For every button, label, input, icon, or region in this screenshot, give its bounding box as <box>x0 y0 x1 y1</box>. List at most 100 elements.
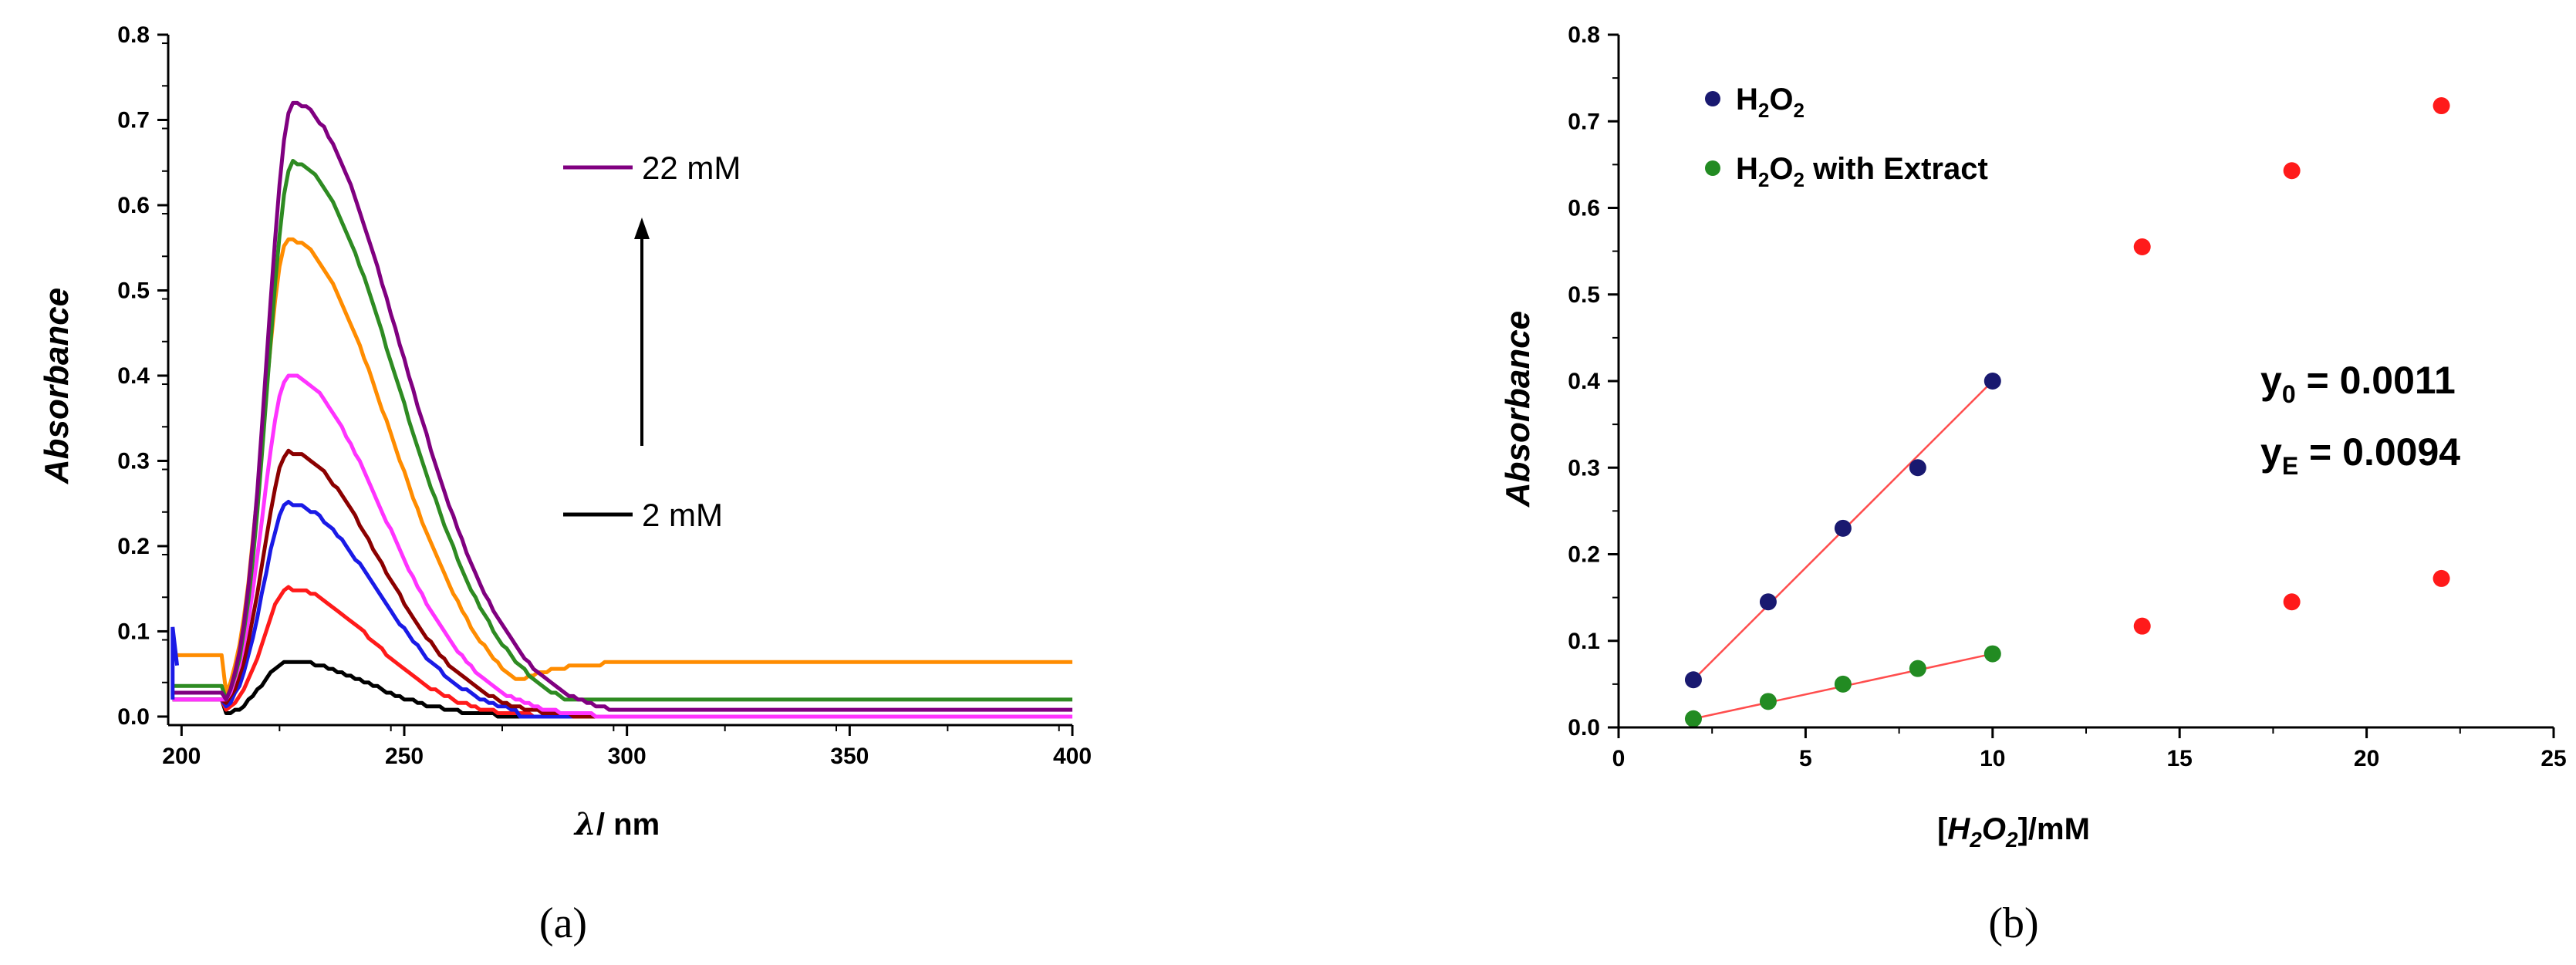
panel-a-xlabel-unit: / nm <box>596 808 660 842</box>
panel-b-xlabel-prefix: [ <box>1937 812 1947 846</box>
panel-a-ylabel: Absorbance <box>38 288 76 484</box>
panel-b-point-s0-1 <box>1759 593 1777 611</box>
legend-h2o2-sub1: 2 <box>1758 99 1769 122</box>
panel-b-point-s1-1 <box>1759 693 1777 710</box>
panel-a-y-tick-label: 0.7 <box>117 107 150 133</box>
panel-b-y-tick-label: 0.1 <box>1568 629 1600 654</box>
panel-b-y-tick-label: 0.6 <box>1568 196 1600 221</box>
legend-label-h2o2-extract: H2O2 with Extract <box>1736 152 1988 191</box>
fit-equation-yE: yE = 0.0094 <box>2260 430 2460 480</box>
panel-b-point-s1-3 <box>1909 660 1926 677</box>
panel-b-x-tick-label: 20 <box>2354 746 2379 771</box>
legend-extract-sub1: 2 <box>1758 168 1769 191</box>
panel-a-series-line-6 <box>172 159 1072 702</box>
panel-b-points <box>1684 97 2450 727</box>
panel-b-ylabel: Absorbance <box>1499 311 1537 508</box>
panel-b-x-tick-label: 10 <box>1980 746 2005 771</box>
legend-h2o2-sub2: 2 <box>1793 99 1804 122</box>
panel-b-point-s2-1 <box>2283 162 2301 180</box>
panel-b-point-s0-2 <box>1834 519 1852 537</box>
panel-b-axes: 0 5 10 15 20 250.00.10.20.30.40.50.60.70.8 <box>1568 22 2566 771</box>
panel-b-legend: H2O2 H2O2 with Extract <box>1705 83 1988 191</box>
fit-y0-main: y <box>2260 359 2282 402</box>
panel-a-x-tick-label: 300 <box>608 744 647 769</box>
panel-b-point-s0-3 <box>1909 459 1926 477</box>
panel-b-x-tick-label: 25 <box>2541 746 2566 771</box>
legend-marker-h2o2-extract <box>1705 160 1720 176</box>
panel-a-label: (a) <box>539 899 587 947</box>
panel-b-point-s1-2 <box>1834 675 1852 693</box>
panel-a-series-lines <box>170 100 1072 719</box>
legend-label-h2o2: H2O2 <box>1736 83 1805 122</box>
panel-b-point-s1-4 <box>1983 645 2001 663</box>
panel-a-x-tick-label: 250 <box>385 744 424 769</box>
panel-b-xlabel-suffix: ]/mM <box>2018 812 2090 846</box>
panel-a-axes: 200 250 300 350 400 0.0 0.1 0.2 0.3 0.4 0.5 0.6 0.7 0… <box>117 22 1092 769</box>
panel-b-xlabel-sub2: 2 <box>2005 828 2018 852</box>
panel-b-y-tick-label: 0.2 <box>1568 542 1600 568</box>
legend-extract-sub2: 2 <box>1793 168 1804 191</box>
legend-h2o2-main: H <box>1736 83 1758 116</box>
panel-b-label: (b) <box>1988 899 2038 947</box>
panel-b-point-s2-3 <box>2133 617 2151 635</box>
legend-extract-main: H <box>1736 152 1758 186</box>
fit-y0-sub: 0 <box>2282 380 2296 408</box>
panel-b-y-tick-label: 0.8 <box>1568 22 1600 48</box>
panel-a-series-line-7 <box>172 100 1072 712</box>
panel-a-xlabel-symbol: λ <box>573 806 596 842</box>
panel-a-series-line-3 <box>172 448 1072 719</box>
fit-equation-y0: y0 = 0.0011 <box>2260 359 2456 408</box>
panel-b-y-tick-label: 0.0 <box>1568 715 1600 741</box>
increase-arrow <box>634 218 650 446</box>
panel-a-blue-spike <box>170 626 180 700</box>
panel-b-chart: 0 5 10 15 20 250.00.10.20.30.40.50.60.70.8 Ab… <box>1499 22 2567 947</box>
panel-b-x-tick-label: 15 <box>2167 746 2193 771</box>
legend-h2o2-mid: O <box>1769 83 1793 116</box>
panel-a-chart: 200 250 300 350 400 0.0 0.1 0.2 0.3 0.4 0.5 0.6 0.7 0… <box>38 22 1092 947</box>
annotation-22mM: 22 mM <box>642 150 741 186</box>
panel-b-point-s2-0 <box>2133 238 2151 256</box>
panel-b-x-tick-label: 0 <box>1612 746 1626 771</box>
panel-a-y-tick-label: 0.6 <box>117 193 150 218</box>
panel-a-x-tick-label: 200 <box>162 744 201 769</box>
panel-a-x-tick-label: 350 <box>830 744 869 769</box>
panel-a-series-line-5 <box>172 237 1072 695</box>
panel-b-y-tick-label: 0.7 <box>1568 109 1600 134</box>
panel-b-xlabel-sub1: 2 <box>1969 828 1982 852</box>
fit-yE-sub: E <box>2282 452 2298 480</box>
panel-a-series-line-4 <box>172 373 1072 719</box>
panel-a-xlabel: λ/ nm <box>573 806 660 842</box>
panel-a-y-tick-label: 0.3 <box>117 448 150 474</box>
panel-b-point-s1-0 <box>1684 710 1702 727</box>
panel-a-y-tick-label: 0.2 <box>117 534 150 559</box>
fit-yE-main: y <box>2260 430 2282 474</box>
fit-yE-value: = 0.0094 <box>2298 430 2460 474</box>
panel-a-y-tick-label: 0.5 <box>117 278 150 303</box>
fit-y0-value: = 0.0011 <box>2296 359 2456 402</box>
legend-marker-h2o2 <box>1705 91 1720 106</box>
panel-a-series-line-2 <box>172 500 1072 719</box>
panel-b-x-tick-label: 5 <box>1799 746 1812 771</box>
panel-b-xlabel: [H2O2]/mM <box>1937 812 2090 852</box>
panel-b-point-s2-4 <box>2283 593 2301 611</box>
panel-b-y-tick-label: 0.3 <box>1568 455 1600 481</box>
panel-b-xlabel-main: H <box>1947 812 1970 846</box>
panel-b-point-s0-4 <box>1983 373 2001 390</box>
panel-b-y-tick-label: 0.5 <box>1568 282 1600 308</box>
panel-a-y-tick-label: 0.4 <box>117 363 150 389</box>
panel-b-point-s2-5 <box>2433 569 2450 587</box>
panel-b-fit-lines <box>1693 380 1994 720</box>
legend-extract-mid: O <box>1769 152 1793 186</box>
panel-a-y-tick-label: 0.0 <box>117 704 150 730</box>
panel-a-series-line-1 <box>172 585 1072 719</box>
panel-a-y-tick-label: 0.1 <box>117 619 150 644</box>
panel-b-y-tick-label: 0.4 <box>1568 369 1600 394</box>
legend-extract-tail: with Extract <box>1805 152 1988 186</box>
panel-a-x-tick-label: 400 <box>1053 744 1092 769</box>
annotation-2mM: 2 mM <box>642 497 723 533</box>
panel-b-point-s2-2 <box>2433 97 2450 115</box>
panel-a-y-tick-label: 0.8 <box>117 22 150 48</box>
panel-b-point-s0-0 <box>1684 671 1702 689</box>
panel-b-xlabel-mid: O <box>1982 812 2006 846</box>
